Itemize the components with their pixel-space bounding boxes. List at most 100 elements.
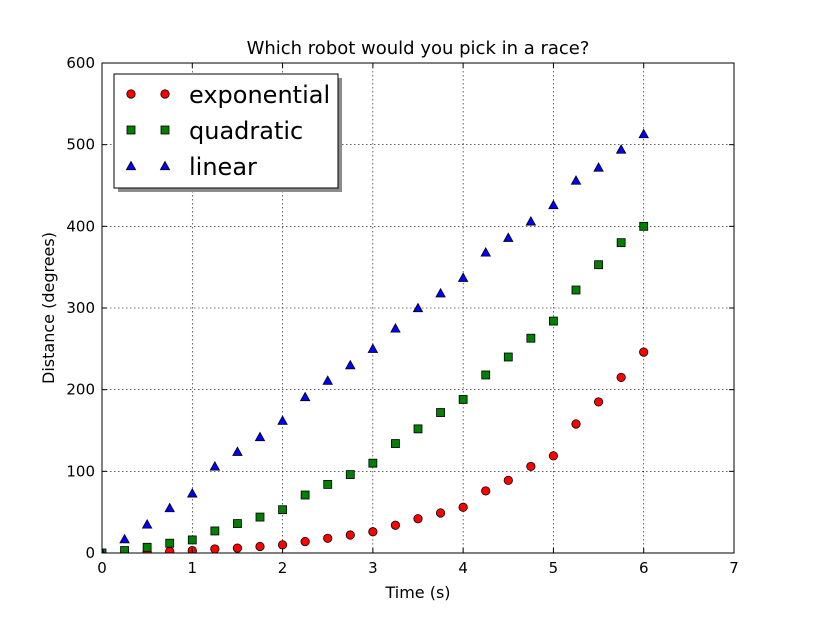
exponential-point	[639, 347, 649, 357]
x-tick-label: 1	[188, 559, 198, 577]
exponential-point	[435, 508, 446, 518]
exponential-point	[593, 397, 604, 407]
quadratic-point	[571, 285, 581, 295]
linear-point	[503, 232, 514, 242]
quadratic-point	[278, 505, 287, 515]
quadratic-point	[549, 316, 558, 326]
quadratic-point	[345, 470, 355, 480]
exponential-point	[526, 461, 536, 472]
quadratic-point	[458, 395, 468, 404]
quadratic-point	[142, 542, 152, 552]
linear-point	[638, 128, 649, 139]
quadratic-point	[594, 260, 603, 270]
x-tick-label: 5	[549, 559, 559, 577]
linear-point	[119, 533, 130, 544]
exponential-point	[345, 530, 355, 540]
x-axis-label: Time (s)	[384, 583, 450, 602]
quadratic-point	[391, 439, 400, 448]
exponential-point	[413, 514, 423, 524]
quadratic-point	[300, 490, 310, 500]
linear-point	[141, 518, 153, 529]
exponential-point	[255, 541, 265, 552]
legend: exponential quadratic linear	[113, 73, 342, 192]
exponential-point	[503, 475, 513, 485]
linear-point	[570, 175, 582, 185]
x-tick-label: 6	[639, 559, 649, 577]
exponential-point	[616, 372, 626, 383]
linear-point	[232, 446, 243, 456]
quadratic-point	[233, 519, 242, 528]
quadratic-point	[187, 535, 197, 545]
linear-point	[412, 302, 424, 313]
quadratic-point	[210, 526, 220, 536]
linear-point	[345, 359, 356, 370]
exponential-point	[300, 536, 310, 547]
linear-point	[164, 502, 175, 513]
linear-point	[299, 391, 311, 402]
y-tick-label: 400	[66, 217, 95, 235]
linear-point	[187, 487, 198, 498]
exponential-point	[323, 533, 333, 543]
exponential-point	[548, 451, 559, 461]
linear-point	[390, 322, 401, 333]
legend-label-exponential: exponential	[189, 81, 330, 109]
legend-label-linear: linear	[189, 153, 257, 181]
x-tick-label: 4	[458, 559, 468, 577]
quadratic-point	[616, 238, 626, 248]
y-tick-label: 500	[66, 136, 95, 154]
y-tick-label: 600	[66, 54, 95, 72]
quadratic-point	[255, 512, 265, 522]
y-tick-label: 200	[66, 381, 95, 399]
exponential-point	[481, 486, 491, 496]
linear-point	[457, 272, 469, 282]
quadratic-point	[165, 538, 175, 548]
quadratic-point	[639, 221, 649, 231]
legend-marker-linear	[159, 160, 171, 171]
axis-ticks: 0 1 2 3 4 5 6 7 0 100 200 300 400 500 600	[66, 54, 738, 577]
linear-point	[322, 375, 333, 385]
x-tick-label: 2	[278, 559, 288, 577]
x-tick-label: 0	[97, 559, 107, 577]
legend-marker-exponential	[126, 89, 136, 99]
quadratic-point	[526, 333, 536, 343]
linear-point	[593, 162, 604, 172]
x-tick-label: 3	[368, 559, 378, 577]
quadratic-point	[120, 546, 129, 553]
linear-point	[367, 343, 379, 353]
quadratic-point	[436, 408, 445, 417]
y-tick-label: 300	[66, 299, 95, 317]
linear-point	[525, 216, 537, 226]
quadratic-point	[102, 548, 107, 553]
linear-point	[615, 144, 627, 154]
linear-point	[254, 431, 266, 442]
quadratic-point	[368, 458, 378, 468]
linear-point	[209, 461, 221, 471]
linear-point	[277, 415, 288, 425]
legend-marker-quadratic	[160, 125, 170, 135]
exponential-point	[390, 520, 401, 530]
x-tick-label: 7	[729, 559, 739, 577]
chart-title: Which robot would you pick in a race?	[247, 38, 590, 59]
y-tick-label: 0	[85, 544, 95, 562]
linear-point	[548, 199, 559, 210]
quadratic-point	[481, 370, 491, 380]
exponential-point	[210, 544, 220, 553]
legend-label-quadratic: quadratic	[189, 117, 303, 145]
exponential-point	[232, 543, 243, 553]
exponential-point	[458, 502, 468, 512]
exponential-point	[571, 419, 581, 429]
data-points	[102, 128, 649, 553]
exponential-point	[368, 527, 378, 537]
y-axis-label: Distance (degrees)	[39, 232, 58, 384]
legend-marker-linear	[125, 160, 137, 171]
y-tick-label: 100	[66, 462, 95, 480]
exponential-point	[277, 540, 288, 550]
quadratic-point	[503, 352, 513, 362]
quadratic-point	[323, 479, 333, 489]
linear-point	[435, 287, 446, 298]
legend-marker-exponential	[160, 89, 170, 99]
legend-marker-quadratic	[126, 125, 136, 135]
legend-box	[113, 73, 339, 189]
